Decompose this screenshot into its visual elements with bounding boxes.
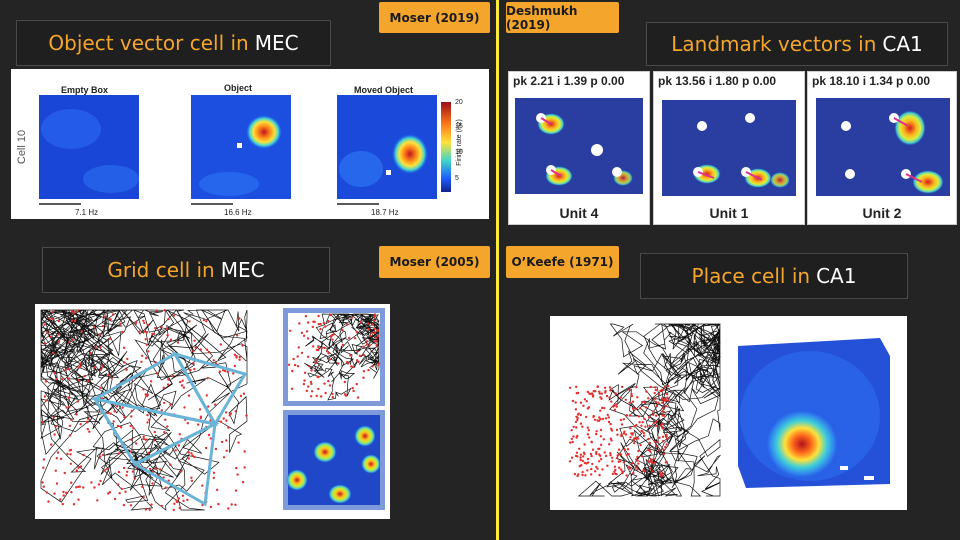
map-rate-empty-box: 7.1 Hz <box>75 208 99 217</box>
title-landmark-vectors: Landmark vectors in CA1 <box>646 22 948 66</box>
title-object-vector-cell: Object vector cell in MEC <box>16 20 331 66</box>
object-vector-maps <box>39 95 451 205</box>
grid-triangles <box>90 351 248 507</box>
unit-header: pk 13.56 i 1.80 p 0.00 <box>658 74 777 88</box>
landmark-unit-4-card: pk 2.21 i 1.39 p 0.00 Unit 4 <box>508 71 650 225</box>
title-grid-cell: Grid cell in MEC <box>42 247 330 293</box>
map-title-moved-object: Moved Object <box>354 85 414 95</box>
title-region: MEC <box>220 258 265 282</box>
landmark-unit-1-card: pk 13.56 i 1.80 p 0.00 Unit 1 <box>653 71 805 225</box>
citation-okeefe-1971: O’Keefe (1971) <box>506 246 619 278</box>
grid-cell-plots <box>39 308 385 512</box>
unit-header: pk 18.10 i 1.34 p 0.00 <box>812 74 931 88</box>
unit-header: pk 2.21 i 1.39 p 0.00 <box>513 74 625 88</box>
unit-label: Unit 1 <box>709 205 749 221</box>
cell-label: Cell 10 <box>16 129 29 165</box>
title-highlight: Object vector cell in <box>48 31 249 55</box>
title-highlight: Place cell in <box>691 264 811 288</box>
map-title-object: Object <box>224 83 253 93</box>
citation-deshmukh-2019: Deshmukh (2019) <box>506 2 619 33</box>
grid-trajectory <box>39 308 249 512</box>
citation-moser-2019: Moser (2019) <box>379 2 490 33</box>
place-cell-plots <box>568 323 890 497</box>
map-rate-object: 16.6 Hz <box>224 208 252 217</box>
citation-moser-2005: Moser (2005) <box>379 246 490 278</box>
title-region: CA1 <box>816 264 857 288</box>
place-trajectory <box>568 323 722 497</box>
colorbar-tick-5: 5 <box>455 175 459 182</box>
title-region: CA1 <box>882 32 923 56</box>
object-marker <box>237 143 242 148</box>
place-cell-figure <box>550 316 907 510</box>
title-place-cell: Place cell in CA1 <box>640 253 908 299</box>
landmark-unit-2-card: pk 18.10 i 1.34 p 0.00 Unit 2 <box>807 71 957 225</box>
title-region: MEC <box>254 31 299 55</box>
object-vector-figure: Empty Box Object Moved Object 7.1 Hz 16.… <box>11 69 489 219</box>
colorbar-tick-15: 15 <box>455 123 463 130</box>
map-rate-moved-object: 18.7 Hz <box>371 208 399 217</box>
colorbar-tick-10: 10 <box>455 149 463 156</box>
title-highlight: Landmark vectors in <box>671 32 877 56</box>
colorbar-tick-20: 20 <box>455 99 463 106</box>
colorbar-label: Firing rate (Hz) <box>455 119 463 166</box>
grid-cell-figure <box>35 304 390 519</box>
colorbar <box>441 102 451 192</box>
title-highlight: Grid cell in <box>107 258 215 282</box>
map-title-empty-box: Empty Box <box>61 85 109 95</box>
center-divider <box>496 0 499 540</box>
unit-label: Unit 2 <box>862 205 902 221</box>
unit-label: Unit 4 <box>559 205 599 221</box>
moved-object-marker <box>386 170 391 175</box>
